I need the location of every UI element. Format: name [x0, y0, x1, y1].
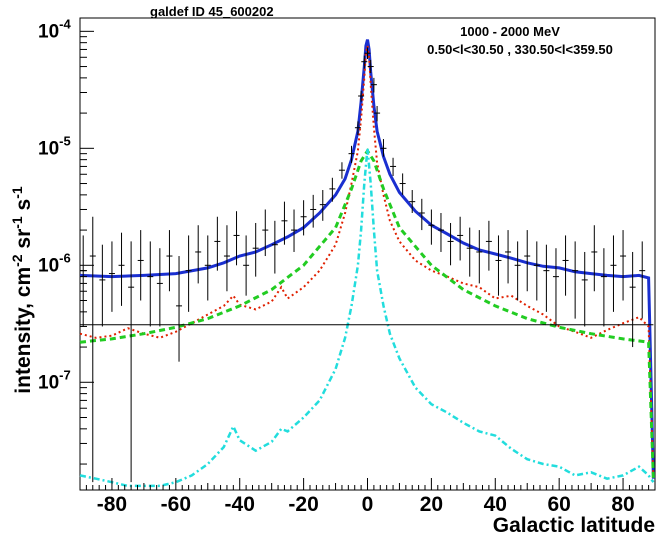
data-point [243, 235, 250, 296]
data-point [262, 209, 269, 257]
data-point [80, 235, 87, 327]
data-point [620, 230, 627, 301]
data-point [118, 232, 125, 306]
series-total [79, 39, 655, 479]
data-point [380, 139, 387, 157]
x-tick-label: -80 [97, 493, 127, 516]
model-curves [79, 39, 655, 488]
data-point [271, 220, 278, 274]
data-point [204, 235, 211, 301]
data-point [399, 173, 406, 195]
data-point [466, 227, 473, 277]
data-point [185, 235, 192, 312]
data-point [176, 256, 183, 362]
series-bremsstrahlung [79, 148, 655, 488]
data-point [447, 222, 454, 266]
data-point [348, 145, 355, 163]
data-point [252, 222, 259, 277]
energy-annotation: 1000 - 2000 MeV [460, 24, 560, 39]
x-tick-label: 20 [420, 493, 443, 516]
data-point [514, 241, 521, 301]
data-point [367, 59, 374, 74]
data-point [300, 200, 307, 236]
data-point [364, 47, 371, 60]
x-tick-label: -20 [288, 493, 318, 516]
data-point [147, 241, 154, 327]
data-point [137, 230, 144, 301]
y-tick-label: 10-4 [38, 16, 71, 42]
x-tick-label: 80 [611, 493, 634, 516]
data-point [329, 177, 336, 202]
x-tick-label: -60 [161, 493, 191, 516]
y-tick-label: 10-6 [38, 250, 71, 276]
data-point [418, 198, 425, 231]
data-point [281, 201, 288, 245]
data-point [409, 190, 416, 213]
y-tick-label: 10-5 [38, 133, 71, 159]
data-point [629, 251, 636, 348]
y-tick-label: 10-7 [38, 367, 71, 393]
data-point [166, 230, 173, 292]
data-point [310, 194, 317, 228]
data-point [505, 230, 512, 284]
data-point [361, 55, 368, 69]
data-point [195, 225, 202, 284]
data-point [457, 216, 464, 261]
data-point [291, 209, 298, 252]
chart-title: galdef ID 45_600202 [150, 4, 274, 19]
axes: -80 -60 -40 -20 0 20 40 60 80 10-7 10-6 10-5 10-4 [38, 16, 656, 516]
data-point [495, 235, 502, 296]
data-point [610, 235, 617, 312]
data-point [600, 248, 607, 327]
data-point [233, 211, 240, 266]
data-point [108, 241, 115, 312]
data-point [543, 244, 550, 312]
data-point [338, 162, 345, 179]
x-tick-label: 40 [484, 493, 507, 516]
x-tick-label: 0 [362, 493, 374, 516]
data-point [552, 248, 559, 327]
data-point [476, 230, 483, 284]
data-point [354, 121, 361, 135]
data-point [156, 248, 163, 327]
data-point [358, 90, 365, 102]
data-point [390, 157, 397, 176]
data-point [562, 235, 569, 296]
data-point [437, 212, 444, 252]
x-tick-label: 60 [547, 493, 570, 516]
series-pion-decay [79, 45, 655, 479]
y-axis-label: intensity, cm-2 sr-1 s-1 [9, 186, 35, 394]
plot-frame [79, 17, 656, 491]
data-point [428, 209, 435, 245]
x-axis-label: Galactic latitude [493, 514, 655, 537]
series-inverse-compton [79, 148, 655, 479]
data-point [639, 241, 646, 319]
data-point [89, 216, 96, 483]
data-points [80, 47, 646, 483]
data-point [533, 241, 540, 301]
data-point [581, 251, 588, 327]
region-annotation: 0.50<l<30.50 , 330.50<l<359.50 [427, 42, 613, 57]
data-point [319, 190, 326, 221]
data-point [591, 225, 598, 292]
data-point [223, 225, 230, 292]
data-point [374, 105, 381, 122]
data-point [99, 244, 106, 327]
data-point [214, 216, 221, 271]
data-point [370, 77, 377, 93]
data-point [485, 220, 492, 271]
data-point [524, 230, 531, 292]
data-point [572, 241, 579, 319]
data-point [128, 241, 135, 483]
x-tick-label: -40 [225, 493, 255, 516]
